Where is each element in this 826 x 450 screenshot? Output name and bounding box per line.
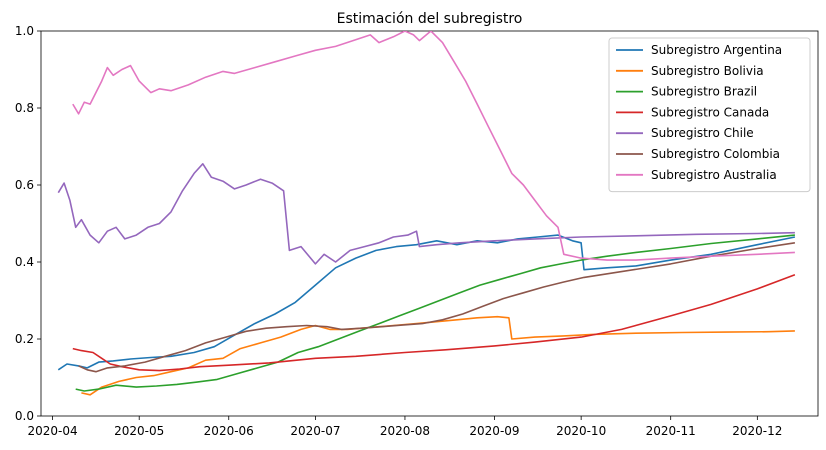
y-tick-label: 0.6 [15,178,34,192]
y-tick-label: 1.0 [15,24,34,38]
x-tick-label: 2020-05 [114,424,164,438]
legend-label: Subregistro Australia [651,168,777,182]
legend-label: Subregistro Chile [651,126,754,140]
plot-frame [40,30,819,417]
y-tick-label: 0.8 [15,101,34,115]
series-line-6 [78,242,796,373]
legend-label: Subregistro Canada [651,105,769,119]
series-line-5 [57,163,795,265]
series-line-3 [75,234,795,392]
x-tick-label: 2020-07 [290,424,340,438]
series-line-7 [72,31,795,261]
series-line-1 [57,234,796,371]
x-tick-label: 2020-09 [469,424,519,438]
x-tick-label: 2020-08 [380,424,430,438]
y-tick-label: 0.2 [15,332,34,346]
series-line-4 [72,273,796,372]
series-lines [57,31,796,396]
legend-box [608,37,811,193]
legend-label: Subregistro Argentina [651,43,782,57]
x-tick-label: 2020-04 [27,424,77,438]
legend-label: Subregistro Brazil [651,85,757,99]
y-tick-label: 0.4 [15,255,34,269]
legend-label: Subregistro Bolivia [651,64,764,78]
chart-title: Estimación del subregistro [337,11,523,27]
plot-border [40,30,819,417]
x-tick-label: 2020-11 [646,424,696,438]
x-tick-label: 2020-06 [204,424,254,438]
x-tick-label: 2020-10 [556,424,606,438]
legend-label: Subregistro Colombia [651,147,780,161]
x-tick-label: 2020-12 [732,424,782,438]
x-axis-ticks: 2020-04 2020-05 2020-06 2020-07 2020-08 2020-… [27,416,782,438]
y-axis-ticks: 0.0 0.2 0.4 0.6 0.8 1.0 [15,24,41,423]
legend: Subregistro Argentina Subregistro Bolivia… [608,37,811,193]
y-tick-label: 0.0 [15,409,34,423]
